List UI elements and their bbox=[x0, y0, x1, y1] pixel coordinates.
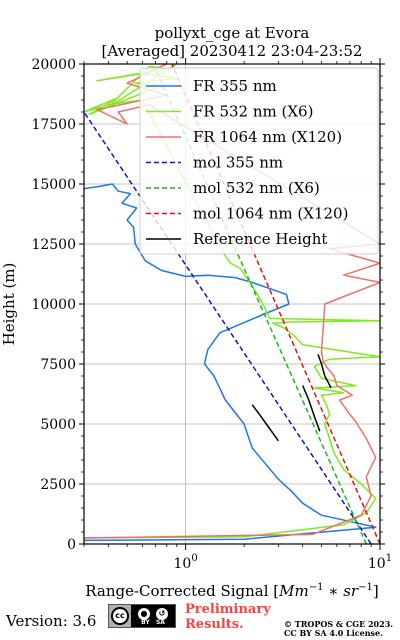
x-axis: 100 101 bbox=[83, 58, 392, 572]
y-tick-label: 10000 bbox=[31, 297, 76, 313]
y-tick-label: 2500 bbox=[40, 477, 76, 493]
cc-license-logo: cc ● ↺ BY SA bbox=[108, 604, 176, 628]
legend-label: mol 1064 nm (X120) bbox=[193, 205, 348, 223]
x-axis-label: Range-Corrected Signal [Mm−1 ∗ sr−1] bbox=[85, 582, 378, 600]
y-tick-label: 15000 bbox=[31, 177, 76, 193]
x-tick-label: 100 bbox=[174, 553, 198, 572]
series-line-mol-355-nm bbox=[84, 111, 372, 544]
series-line-fr-355-nm bbox=[84, 183, 377, 542]
copyright-notice: © TROPOS & CGE 2023. CC BY SA 4.0 Licens… bbox=[284, 620, 393, 638]
series-line-reference-height bbox=[317, 354, 332, 389]
series-line-reference-height bbox=[302, 385, 321, 432]
person-icon: ● bbox=[137, 607, 151, 621]
y-axis-label: Height (m) bbox=[0, 263, 18, 346]
by-sa-icon: ● ↺ BY SA bbox=[131, 605, 175, 627]
chart-title-line1: pollyxt_cge at Evora bbox=[155, 24, 310, 42]
version-label: Version: 3.6 bbox=[6, 612, 97, 630]
preliminary-line1: Preliminary bbox=[185, 602, 271, 617]
y-axis: 0 2500 5000 7500 10000 12500 15000 17500 20000 bbox=[31, 57, 385, 553]
chart: pollyxt_cge at Evora [Averaged] 20230412… bbox=[0, 24, 392, 600]
cc-icon: cc bbox=[111, 607, 129, 625]
chart-title-line2: [Averaged] 20230412 23:04-23:52 bbox=[102, 42, 363, 60]
legend-box bbox=[139, 67, 379, 255]
copyright-line1: © TROPOS & CGE 2023. bbox=[284, 619, 394, 629]
y-tick-label: 7500 bbox=[40, 357, 76, 373]
legend-label: FR 355 nm bbox=[193, 77, 277, 95]
legend-label: FR 1064 nm (X120) bbox=[193, 128, 342, 146]
legend-label: Reference Height bbox=[193, 230, 327, 248]
preliminary-notice: Preliminary Results. bbox=[185, 602, 271, 632]
y-tick-label: 17500 bbox=[31, 117, 76, 133]
y-tick-label: 12500 bbox=[31, 237, 76, 253]
copyright-line2: CC BY SA 4.0 License. bbox=[284, 628, 383, 638]
series-line-fr-1064-nm-x120 bbox=[84, 64, 380, 539]
x-tick-label: 101 bbox=[368, 553, 392, 572]
share-alike-icon: ↺ bbox=[155, 607, 169, 621]
y-tick-label: 20000 bbox=[31, 57, 76, 73]
series-line-reference-height bbox=[251, 404, 280, 442]
y-tick-label: 5000 bbox=[40, 417, 76, 433]
legend-label: mol 355 nm bbox=[193, 154, 283, 172]
preliminary-line2: Results. bbox=[185, 617, 244, 632]
y-tick-label: 0 bbox=[67, 537, 76, 553]
legend-label: mol 532 nm (X6) bbox=[193, 179, 320, 197]
legend-label: FR 532 nm (X6) bbox=[193, 103, 313, 121]
legend: FR 355 nm FR 532 nm (X6) FR 1064 nm (X120)… bbox=[139, 67, 379, 255]
